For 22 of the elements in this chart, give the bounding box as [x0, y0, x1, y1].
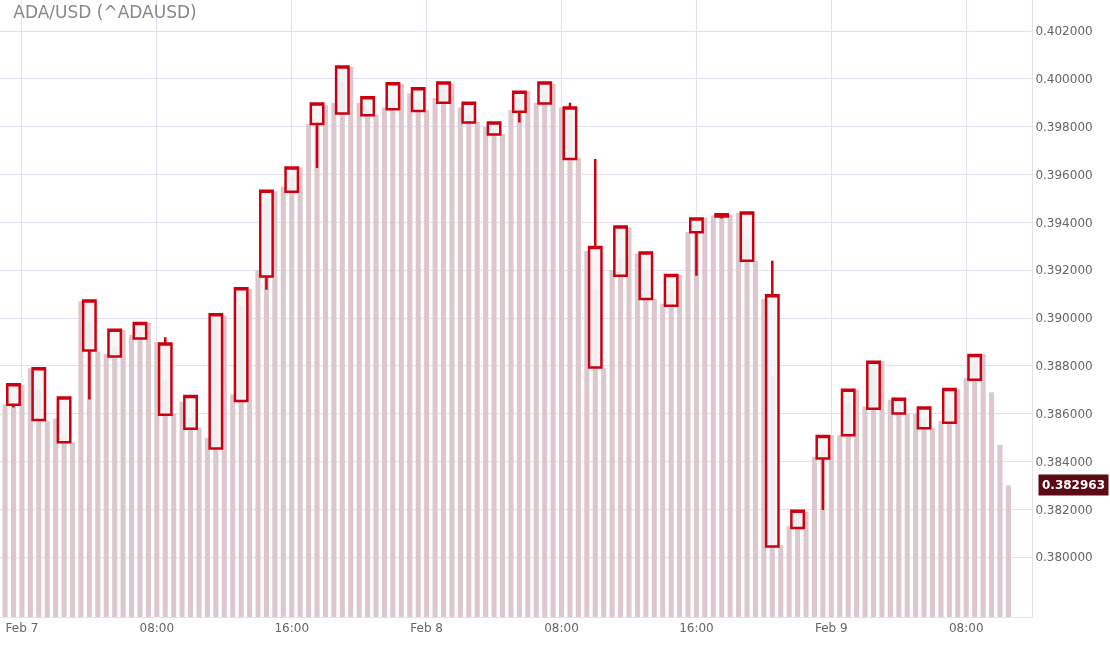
x-tick-label: 16:00: [679, 621, 714, 636]
y-tick-label: 0.386000: [1035, 406, 1093, 421]
y-tick-label: 0.382000: [1035, 502, 1093, 517]
x-tick-label: Feb 8: [410, 621, 443, 636]
x-tick-label: 08:00: [544, 621, 579, 636]
y-tick-label: 0.380000: [1035, 550, 1093, 565]
y-tick-label: 0.388000: [1035, 359, 1093, 374]
x-tick-label: 08:00: [139, 621, 175, 636]
y-tick-label: 0.394000: [1035, 215, 1093, 230]
x-tick-label: 08:00: [948, 621, 984, 636]
y-tick-label: 0.396000: [1035, 167, 1093, 182]
y-tick-label: 0.392000: [1035, 263, 1093, 278]
x-tick-label: Feb 7: [5, 621, 39, 636]
x-tick-label: Feb 9: [814, 621, 848, 636]
y-tick-label: 0.384000: [1035, 454, 1093, 469]
text: 0.382963: [1042, 478, 1106, 492]
y-tick-label: 0.400000: [1035, 72, 1093, 87]
y-tick-label: 0.402000: [1035, 24, 1093, 39]
x-tick-label: 16:00: [274, 621, 310, 636]
y-tick-label: 0.390000: [1035, 311, 1093, 326]
y-tick-label: 0.398000: [1035, 119, 1093, 134]
chart-title: ADA/USD (^ADAUSD): [13, 2, 197, 23]
